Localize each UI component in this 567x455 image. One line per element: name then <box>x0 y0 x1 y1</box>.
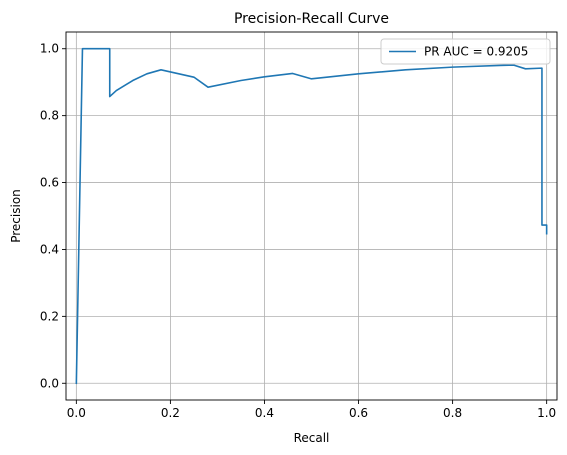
legend: PR AUC = 0.9205 <box>380 38 551 65</box>
x-tick-label: 0.4 <box>255 406 274 420</box>
x-axis-label: Recall <box>294 431 330 445</box>
y-axis-label: Precision <box>9 189 23 243</box>
x-tick-label: 0.2 <box>161 406 180 420</box>
x-tick-label: 0.0 <box>67 406 86 420</box>
series-line-pr-curve <box>75 47 548 385</box>
x-tick-label: 1.0 <box>537 406 556 420</box>
x-tick-label: 0.6 <box>349 406 368 420</box>
y-tick-label: 0.8 <box>40 109 59 123</box>
y-tick-label: 0.6 <box>40 176 59 190</box>
legend-box <box>380 38 551 65</box>
plot-frame <box>65 31 558 401</box>
y-tick-label: 0.4 <box>40 242 59 256</box>
y-tick-label: 0.0 <box>40 376 59 390</box>
chart-title: Precision-Recall Curve <box>234 11 389 27</box>
legend-label: PR AUC = 0.9205 <box>424 45 528 59</box>
x-axis: 0.0 0.2 0.4 0.6 0.8 1.0 <box>67 400 556 420</box>
x-tick-label: 0.8 <box>443 406 462 420</box>
series-lines <box>75 47 548 385</box>
y-tick-label: 0.2 <box>40 309 59 323</box>
grid-lines <box>66 32 557 400</box>
y-tick-label: 1.0 <box>40 42 59 56</box>
y-axis: 0.0 0.2 0.4 0.6 0.8 1.0 <box>40 42 66 390</box>
